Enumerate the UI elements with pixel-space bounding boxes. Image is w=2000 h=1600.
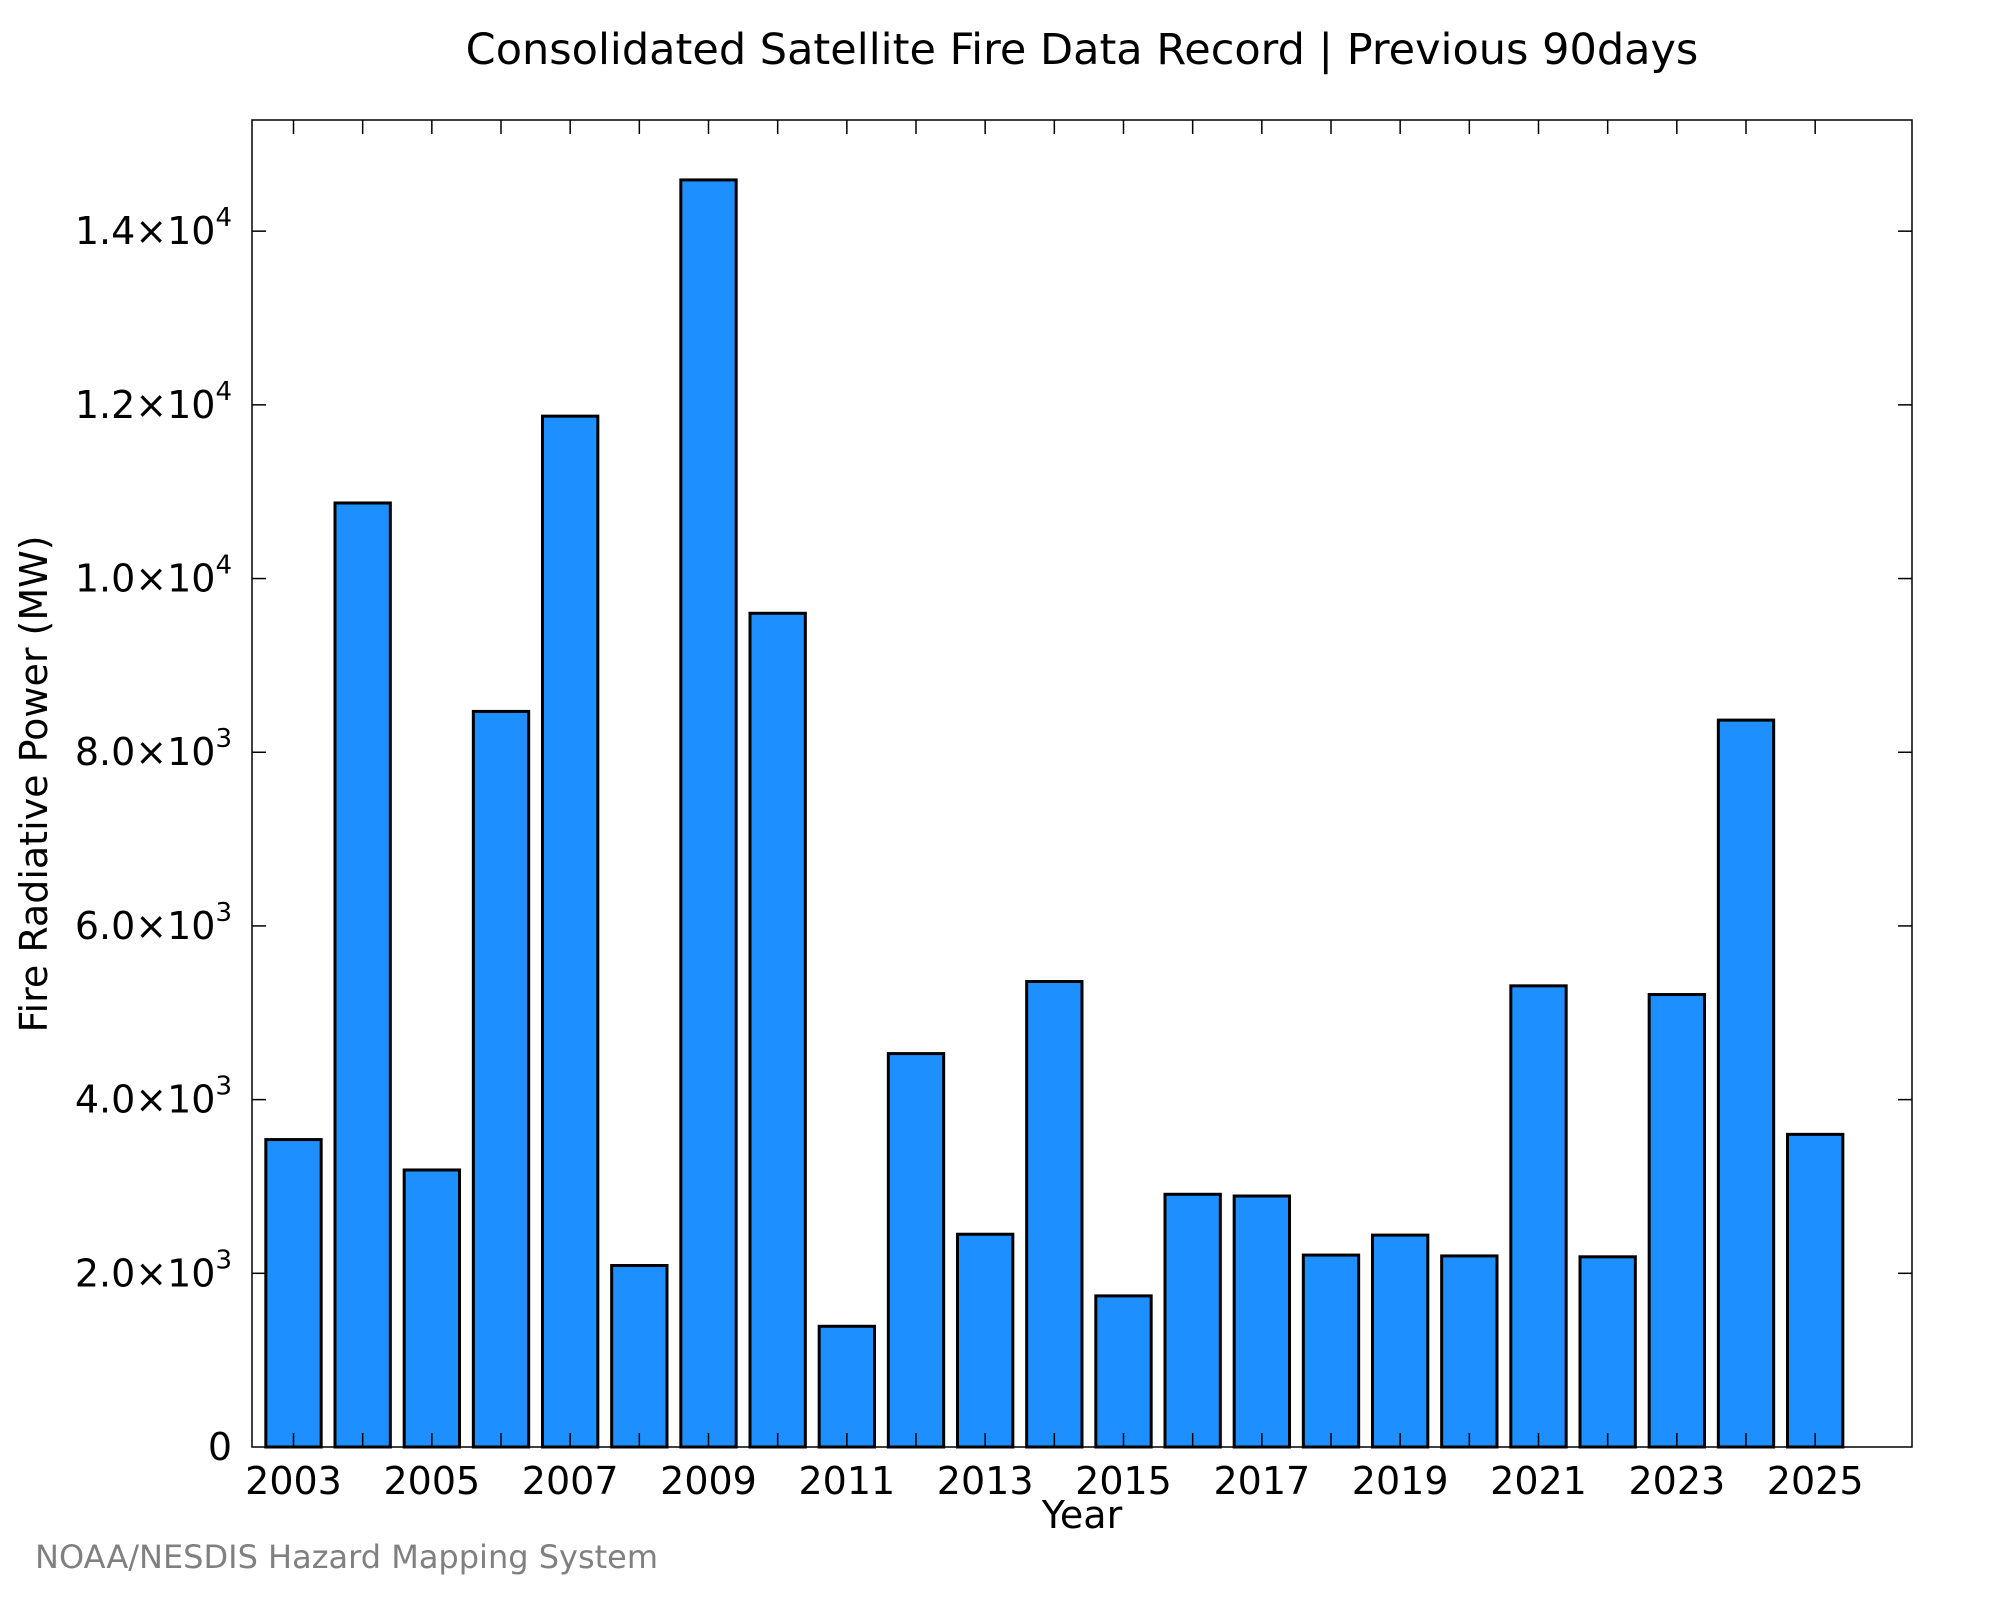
- x-tick-label: 2013: [937, 1459, 1034, 1503]
- plot-frame: [251, 119, 1913, 1448]
- y-tick-label: 4.0×103: [75, 1072, 232, 1122]
- x-tick-label: 2011: [798, 1459, 895, 1503]
- bar-2006: [471, 709, 531, 1449]
- source-credit: NOAA/NESDIS Hazard Mapping System: [35, 1538, 659, 1576]
- bar-2025: [1786, 1132, 1845, 1449]
- y-tick-label: 1.4×104: [75, 203, 232, 253]
- x-tick-label: 2009: [660, 1459, 757, 1503]
- bar-2010: [748, 611, 807, 1449]
- bar-2024: [1716, 718, 1776, 1449]
- chart-title: Consolidated Satellite Fire Data Record …: [466, 25, 1699, 75]
- x-tick-label: 2025: [1767, 1459, 1864, 1503]
- bar-2017: [1232, 1194, 1291, 1449]
- bar-2016: [1163, 1192, 1222, 1449]
- bar-2015: [1094, 1294, 1153, 1449]
- bar-2013: [956, 1232, 1015, 1449]
- x-tick-label: 2003: [245, 1459, 342, 1503]
- y-tick-label: 2.0×103: [75, 1245, 232, 1295]
- y-tick-label: 6.0×103: [75, 898, 232, 948]
- bar-2005: [402, 1168, 461, 1449]
- bar-2011: [817, 1324, 877, 1449]
- x-tick-label: 2015: [1075, 1459, 1172, 1503]
- x-tick-label: 2021: [1490, 1459, 1587, 1503]
- bar-2012: [886, 1052, 946, 1449]
- x-tick-label: 2023: [1628, 1459, 1725, 1503]
- bars: [264, 178, 1845, 1449]
- x-axis-ticks: 2003 2005 2007 2009 2011 2013 2015 2017 2019 2021…: [245, 120, 1864, 1503]
- x-tick-label: 2005: [383, 1459, 480, 1503]
- bar-2019: [1371, 1233, 1430, 1449]
- x-tick-label: 2017: [1213, 1459, 1310, 1503]
- x-tick-label: 2007: [522, 1459, 619, 1503]
- y-tick-label: 8.0×103: [75, 724, 232, 774]
- bar-2003: [264, 1138, 323, 1449]
- x-axis-label: Year: [1041, 1493, 1123, 1537]
- y-axis-ticks: 0 2.0×103 4.0×103 6.0×103 8.0×103 1.0×104 1.2×…: [75, 203, 1912, 1469]
- bar-2008: [610, 1263, 669, 1449]
- bar-2007: [541, 414, 600, 1449]
- bar-2020: [1440, 1254, 1499, 1449]
- y-tick-label: 1.2×104: [75, 377, 232, 427]
- bar-2023: [1647, 993, 1706, 1449]
- bar-2018: [1301, 1253, 1361, 1449]
- bar-2022: [1578, 1255, 1637, 1449]
- y-tick-label: 1.0×104: [75, 551, 232, 601]
- bar-2009: [679, 178, 738, 1449]
- y-axis-label: Fire Radiative Power (MW): [12, 535, 56, 1032]
- bar-2021: [1509, 984, 1568, 1449]
- bar-2014: [1025, 980, 1084, 1449]
- bar-2004: [333, 501, 392, 1449]
- y-tick-label: 0: [208, 1425, 232, 1469]
- x-tick-label: 2019: [1352, 1459, 1449, 1503]
